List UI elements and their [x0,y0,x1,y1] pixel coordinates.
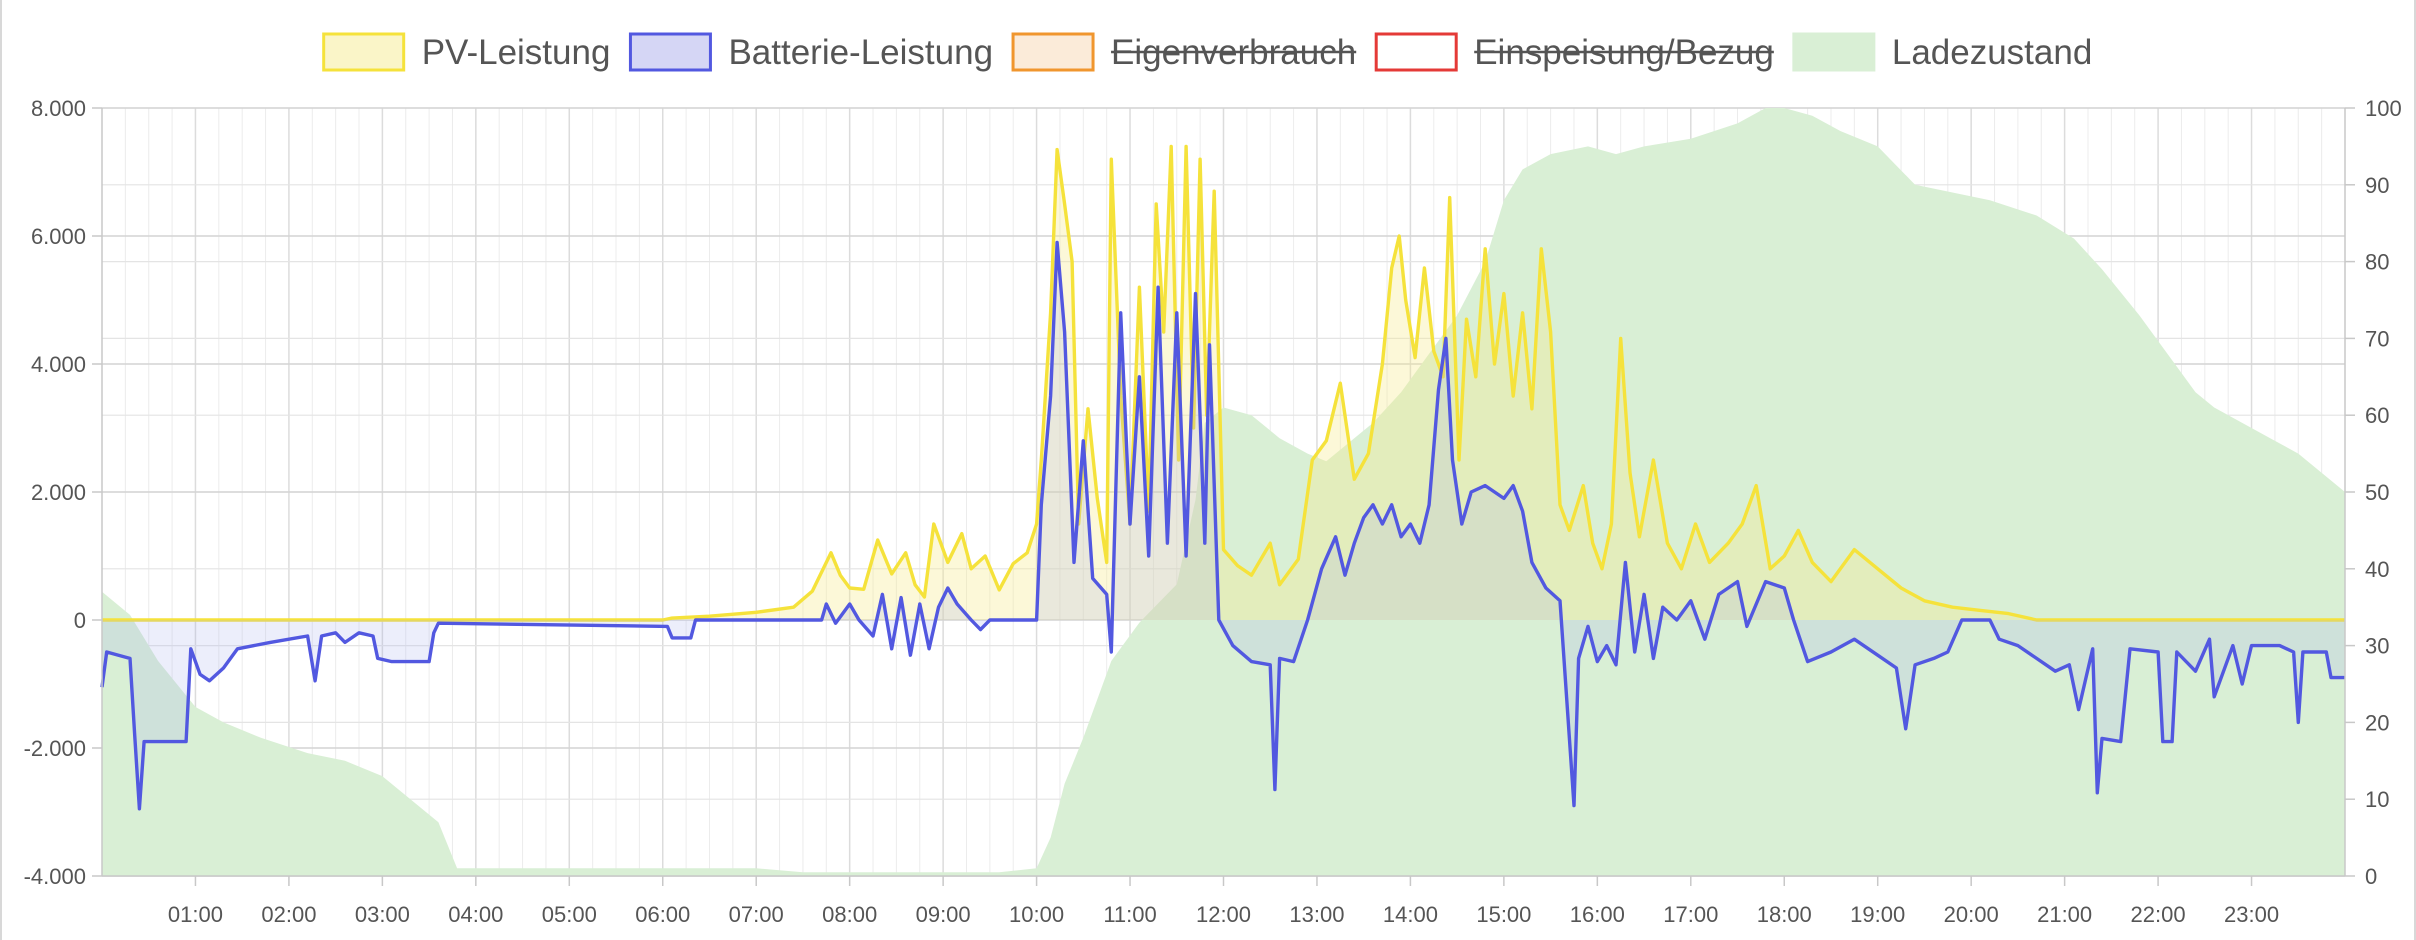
x-tick-label: 10:00 [1009,902,1064,927]
legend-label-pv-leistung: PV-Leistung [422,33,611,72]
right-tick-label: 20 [2365,710,2389,735]
x-tick-label: 19:00 [1850,902,1905,927]
x-tick-label: 15:00 [1476,902,1531,927]
right-tick-label: 100 [2365,96,2402,121]
right-tick-label: 0 [2365,864,2377,889]
x-tick-label: 20:00 [1944,902,1999,927]
legend-swatch-batterie-leistung [628,32,712,72]
left-tick-label: 4.000 [31,352,86,377]
right-tick-label: 60 [2365,403,2389,428]
x-tick-label: 06:00 [635,902,690,927]
legend-label-ladezustand: Ladezustand [1892,33,2092,72]
x-tick-label: 08:00 [822,902,877,927]
left-tick-label: 2.000 [31,480,86,505]
legend-swatch-eigenverbrauch [1011,32,1095,72]
series-pv-leistung-line [102,144,2345,622]
right-tick-label: 70 [2365,326,2389,351]
right-tick-label: 50 [2365,480,2389,505]
x-tick-label: 17:00 [1663,902,1718,927]
x-tick-label: 05:00 [542,902,597,927]
left-tick-label: -2.000 [24,736,86,761]
x-tick-label: 16:00 [1570,902,1625,927]
left-tick-label: 0 [74,608,86,633]
x-tick-label: 01:00 [168,902,223,927]
right-tick-label: 10 [2365,787,2389,812]
x-tick-label: 04:00 [448,902,503,927]
series-batterie-leistung-line [100,240,2345,811]
x-tick-label: 12:00 [1196,902,1251,927]
left-axis-ticks: -4.000 -2.000 0 2.000 4.000 6.000 8.000 [24,96,102,889]
legend: PV-Leistung Batterie-Leistung Eigenverbrau… [322,32,2092,72]
x-tick-label: 03:00 [355,902,410,927]
x-tick-label: 02:00 [261,902,316,927]
x-tick-label: 13:00 [1289,902,1344,927]
x-tick-label: 11:00 [1103,902,1156,927]
x-tick-label: 07:00 [729,902,784,927]
x-axis-ticks: 01:00 02:00 03:00 04:00 05:00 06:00 07:00 08:00… [168,876,2279,927]
x-tick-label: 18:00 [1757,902,1812,927]
left-tick-label: 8.000 [31,96,86,121]
x-tick-label: 09:00 [916,902,971,927]
batterie-leistung-layer [100,240,2345,811]
right-tick-label: 40 [2365,557,2389,582]
legend-swatch-ladezustand [1792,32,1876,72]
left-tick-label: 6.000 [31,224,86,249]
right-tick-label: 90 [2365,173,2389,198]
x-tick-label: 21:00 [2037,902,2092,927]
legend-swatch-einspeisung-bezug [1374,32,1458,72]
legend-swatch-pv-leistung [322,32,406,72]
left-tick-label: -4.000 [24,864,86,889]
right-tick-label: 80 [2365,250,2389,275]
pv-leistung-layer [102,144,2345,622]
x-tick-label: 22:00 [2131,902,2186,927]
right-axis-ticks: 0 10 20 30 40 50 60 70 80 90 100 [2345,96,2402,889]
right-tick-label: 30 [2365,634,2389,659]
x-tick-label: 14:00 [1383,902,1438,927]
legend-label-batterie-leistung: Batterie-Leistung [728,33,993,72]
x-tick-label: 23:00 [2224,902,2279,927]
